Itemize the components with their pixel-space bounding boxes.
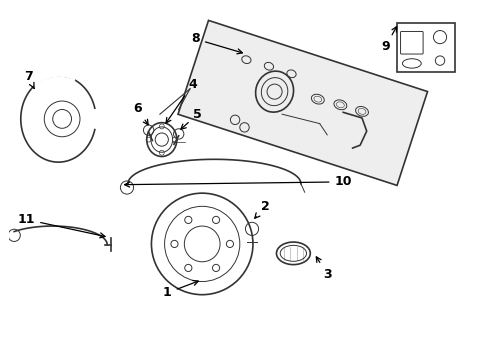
Polygon shape: [178, 21, 427, 185]
Text: 8: 8: [191, 32, 242, 54]
Text: 5: 5: [181, 108, 202, 129]
Text: 6: 6: [133, 102, 148, 125]
Bar: [396, 23, 454, 72]
Text: 9: 9: [381, 27, 396, 53]
Text: 10: 10: [124, 175, 351, 188]
Text: 4: 4: [166, 78, 197, 123]
Text: 11: 11: [18, 213, 105, 238]
Text: 7: 7: [24, 70, 34, 89]
Text: 1: 1: [163, 280, 198, 299]
Text: 3: 3: [316, 257, 331, 280]
Text: 2: 2: [254, 200, 269, 218]
